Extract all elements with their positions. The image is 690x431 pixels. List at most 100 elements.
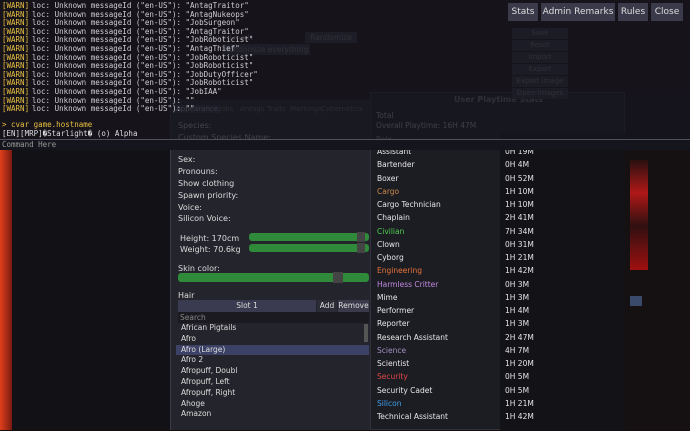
time: 1H 4M	[505, 306, 530, 316]
hair-label: Hair	[178, 291, 195, 300]
log-text: loc: Unknown messageId ("en-US"): "JobRo…	[32, 61, 254, 71]
role: Chaplain	[377, 213, 410, 223]
log-text: loc: Unknown messageId ("en-US"): "Antag…	[32, 26, 249, 36]
log-text: loc: Unknown messageId ("en-US"): "Antag…	[32, 1, 249, 10]
search-box[interactable]: Search	[178, 312, 369, 323]
time: 1H 42M	[505, 412, 534, 422]
field-label: Pronouns:	[178, 167, 218, 176]
log-level: [WARN]	[2, 18, 30, 28]
field-label: Voice:	[178, 203, 202, 212]
time: 1H 21M	[505, 398, 534, 408]
role: Clown	[377, 239, 400, 249]
time: 0H 19M	[505, 147, 534, 156]
log-level: [WARN]	[2, 104, 30, 114]
hair-item[interactable]: Afro 2	[181, 355, 204, 365]
role: Science	[377, 345, 407, 355]
time: 0H 5M	[505, 372, 530, 382]
log-level: [WARN]	[2, 52, 30, 62]
role: Performer	[377, 306, 415, 316]
time: 2H 47M	[505, 332, 534, 342]
hair-item[interactable]: Afropuff, Right	[181, 387, 236, 397]
time: 1H 42M	[505, 266, 534, 276]
role: Engineering	[377, 266, 422, 276]
remove-button[interactable]: Remove	[338, 300, 369, 312]
log-level: [WARN]	[2, 69, 30, 79]
log-level: [WARN]	[2, 44, 30, 53]
hair-item[interactable]: African Pigtails	[181, 323, 237, 332]
top-button[interactable]: Stats	[508, 3, 538, 21]
hair-item[interactable]: Afropuff, Left	[181, 377, 230, 386]
list-scrollbar	[364, 324, 368, 342]
role: Cyborg	[377, 253, 404, 263]
log-text: loc: Unknown messageId ("en-US"): "JobRo…	[32, 78, 254, 88]
top-button[interactable]: Admin Remarks	[541, 3, 615, 21]
role: Research Assistant	[377, 332, 448, 342]
top-buttons: Stats Admin Remarks Rules Close	[0, 0, 690, 26]
skin-slider	[178, 273, 369, 282]
top-button[interactable]: Rules	[618, 3, 648, 21]
role: Bartender	[377, 160, 415, 170]
log-text: loc: Unknown messageId ("en-US"): "JobSu…	[32, 18, 240, 28]
console: [WARN] loc: Unknown messageId ("en-US"): …	[0, 0, 690, 150]
role: Reporter	[377, 319, 410, 329]
log-level: [WARN]	[2, 26, 30, 36]
console-input[interactable]: Command Here	[0, 139, 690, 150]
time: 0H 31M	[505, 239, 534, 249]
time: 1H 3M	[505, 292, 530, 302]
role: Technical Assistant	[377, 412, 448, 422]
time: 0H 4M	[505, 160, 530, 170]
time: 1H 3M	[505, 319, 530, 329]
slot-dropdown[interactable]: Slot 1	[178, 300, 316, 312]
role: Cargo	[377, 186, 400, 196]
time: 1H 10M	[505, 200, 534, 210]
log-text: loc: Unknown messageId ("en-US"): "JobRo…	[32, 52, 254, 62]
time: 1H 20M	[505, 359, 534, 369]
role: Boxer	[377, 173, 399, 183]
log-text: loc: Unknown messageId ("en-US"): "Antag…	[32, 44, 240, 53]
role: Security Cadet	[377, 385, 433, 395]
top-button[interactable]: Close	[651, 3, 683, 21]
hair-item[interactable]: Afro	[181, 333, 197, 343]
add-button[interactable]: Add	[317, 300, 337, 312]
height-label: Height: 170cm	[180, 234, 240, 243]
time-column	[500, 133, 625, 431]
time: 0H 52M	[505, 173, 534, 183]
field-label: Silicon Voice:	[178, 214, 231, 223]
time: 0H 3M	[505, 279, 530, 289]
scene-button[interactable]	[630, 296, 642, 306]
field-label: Spawn priority:	[178, 191, 239, 200]
hair-item[interactable]: Amazon	[181, 409, 212, 419]
slider	[249, 233, 369, 241]
console-command: > cvar game.hostname	[2, 120, 93, 129]
slider	[249, 244, 369, 252]
sprite	[630, 160, 648, 270]
log-text: loc: Unknown messageId ("en-US"): ""	[32, 95, 195, 105]
role: Silicon	[377, 398, 402, 408]
role: Harmless Critter	[377, 279, 439, 289]
role: Civilian	[377, 226, 405, 236]
field-label: Show clothing	[178, 179, 235, 188]
role: Mime	[377, 292, 398, 302]
skin-handle[interactable]	[333, 272, 343, 283]
log-level: [WARN]	[2, 1, 30, 10]
log-level: [WARN]	[2, 95, 30, 105]
log-level: [WARN]	[2, 87, 30, 96]
log-text: loc: Unknown messageId ("en-US"): "JobRo…	[32, 35, 254, 45]
role: Assistant	[377, 147, 412, 156]
log-text: loc: Unknown messageId ("en-US"): ""	[32, 104, 195, 114]
time: 7H 34M	[505, 226, 534, 236]
console-output: [EN][MRP]�Starlight� (o) Alpha	[2, 129, 138, 138]
hair-item[interactable]: Afropuff, Doubl	[181, 366, 238, 376]
slider-handle[interactable]	[357, 232, 365, 242]
hair-item[interactable]: Afro (Large)	[176, 344, 369, 356]
log-level: [WARN]	[2, 9, 30, 19]
hair-item[interactable]: Ahoge	[181, 398, 205, 408]
role: Security	[377, 372, 408, 382]
role: Cargo Technician	[377, 200, 441, 210]
time: 4H 7M	[505, 345, 530, 355]
slider-handle[interactable]	[357, 243, 365, 253]
weight-label: Weight: 70.6kg	[180, 245, 241, 254]
log-level: [WARN]	[2, 61, 30, 71]
time: 0H 5M	[505, 385, 530, 395]
